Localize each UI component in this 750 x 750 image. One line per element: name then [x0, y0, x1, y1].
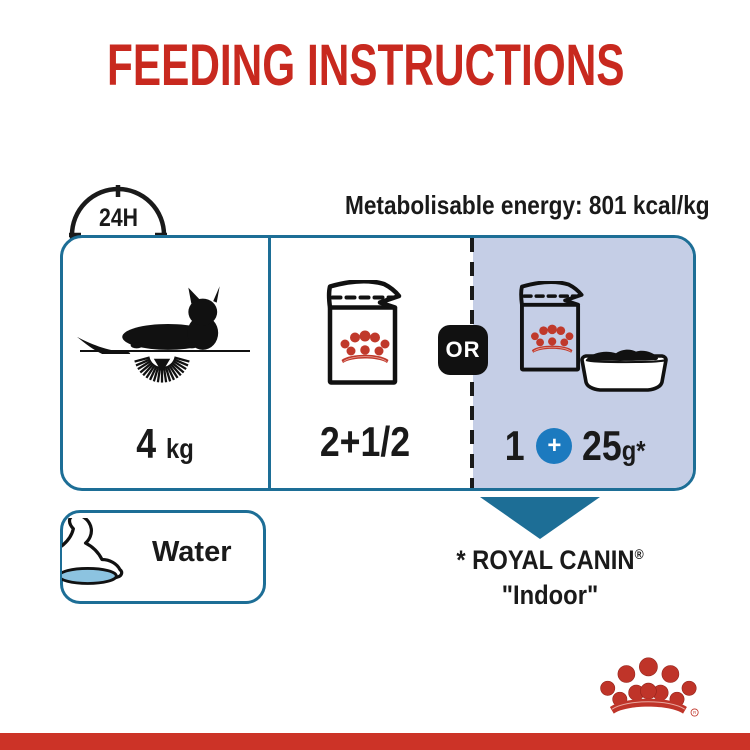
svg-text:R: R	[693, 710, 696, 715]
